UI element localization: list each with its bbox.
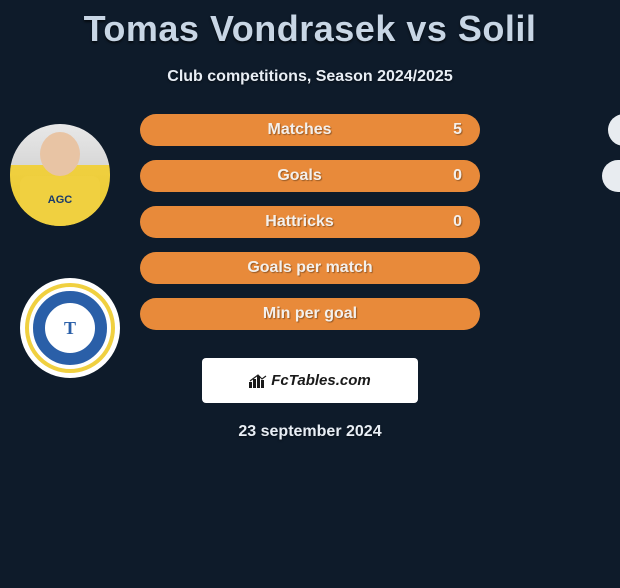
stat-bar-right [602, 160, 620, 192]
stat-value-left: 0 [453, 167, 462, 185]
player-head-shape [40, 132, 80, 176]
stat-row: Matches 5 [140, 114, 600, 146]
stat-bar-left: Goals per match [140, 252, 480, 284]
player-jersey-shape: AGC [20, 176, 100, 226]
jersey-sponsor: AGC [20, 194, 100, 206]
stat-row: Goals per match [140, 252, 600, 284]
stat-bar-left: Matches 5 [140, 114, 480, 146]
stat-bar-left: Hattricks 0 [140, 206, 480, 238]
stat-row: Min per goal [140, 298, 600, 330]
stat-label: Min per goal [158, 305, 462, 323]
stat-value-left: 5 [453, 121, 462, 139]
stat-label: Hattricks [158, 213, 441, 231]
bar-chart-icon [249, 374, 267, 388]
club-badge: T [20, 278, 120, 378]
stat-value-left: 0 [453, 213, 462, 231]
player-photo: AGC [10, 124, 110, 226]
stat-row: Hattricks 0 [140, 206, 600, 238]
brand-text: FcTables.com [271, 372, 370, 389]
club-badge-initial: T [48, 306, 92, 350]
stat-label: Goals [158, 167, 441, 185]
stat-label: Matches [158, 121, 441, 139]
stat-row: Goals 0 [140, 160, 600, 192]
page-title: Tomas Vondrasek vs Solil [0, 8, 620, 50]
page-subtitle: Club competitions, Season 2024/2025 [0, 68, 620, 86]
stat-bar-left: Goals 0 [140, 160, 480, 192]
content-area: AGC T Matches5Goals0Hattricks0Goals per … [0, 114, 620, 330]
stat-bar-right [608, 114, 620, 146]
stat-label: Goals per match [158, 259, 462, 277]
club-badge-inner: T [25, 283, 115, 373]
brand-badge: FcTables.com [202, 358, 418, 403]
footer-date: 23 september 2024 [0, 423, 620, 441]
stats-bars: Matches 5 Goals 0 Hattricks 0 Goals per match M… [140, 114, 600, 330]
stat-bar-left: Min per goal [140, 298, 480, 330]
